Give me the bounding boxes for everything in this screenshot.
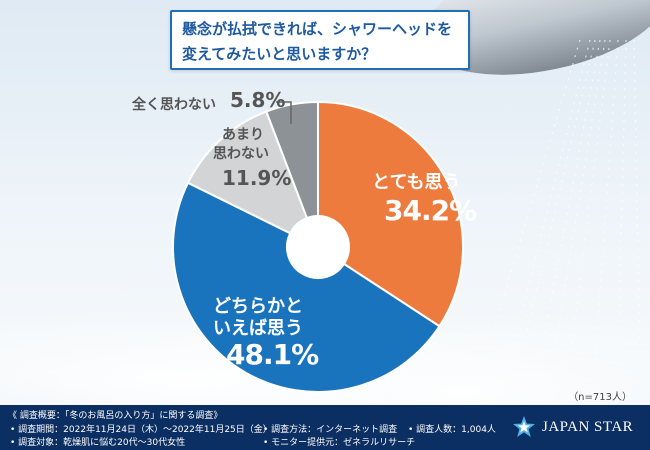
- survey-people: • 調査人数：1,004人: [408, 425, 496, 435]
- survey-method: • 調査方法：インターネット調査: [263, 425, 398, 435]
- star-logo-icon: [513, 416, 535, 437]
- label-very-much: とても思う: [372, 172, 461, 193]
- leader-line-not-at-all: [276, 101, 292, 124]
- value-very-much: 34.2%: [384, 194, 477, 227]
- donut-hole: [287, 216, 349, 278]
- value-not-much: 11.9%: [222, 166, 292, 190]
- title-line-1: 懸念が払拭できれば、シャワーヘッドを: [182, 20, 453, 38]
- survey-footer: 《 調査概要：「冬のお風呂の入り方」に関する調査》 • 調査期間：2022年11…: [0, 405, 650, 450]
- label-not-at-all: 全く思わない: [132, 97, 216, 113]
- survey-provider: • モニター提供元：ゼネラルリサーチ: [263, 438, 416, 448]
- brand-name: JAPAN STAR: [542, 419, 634, 435]
- title-line-2: 変えてみたいと思いますか？: [182, 45, 377, 63]
- label-somewhat-line-1: どちらかと: [213, 296, 303, 317]
- water-spray-image: [484, 40, 641, 360]
- survey-overview: 《 調査概要：「冬のお風呂の入り方」に関する調査》: [8, 411, 223, 421]
- survey-period: • 調査期間：2022年11月24日（木）～2022年11月25日（金）: [10, 425, 272, 435]
- question-title: 懸念が払拭できれば、シャワーヘッドを 変えてみたいと思いますか？: [170, 10, 470, 70]
- label-not-much-line-1: あまり: [222, 127, 264, 143]
- survey-target: • 調査対象：乾燥肌に悩む20代～30代女性: [10, 438, 186, 448]
- donut-chart: [172, 100, 464, 393]
- value-not-at-all: 5.8%: [230, 88, 286, 112]
- value-somewhat: 48.1%: [226, 338, 319, 371]
- label-not-much-line-2: 思わない: [213, 146, 269, 162]
- sample-size-label: （n=713人）: [568, 392, 632, 403]
- label-somewhat-line-2: いえば思う: [213, 318, 303, 339]
